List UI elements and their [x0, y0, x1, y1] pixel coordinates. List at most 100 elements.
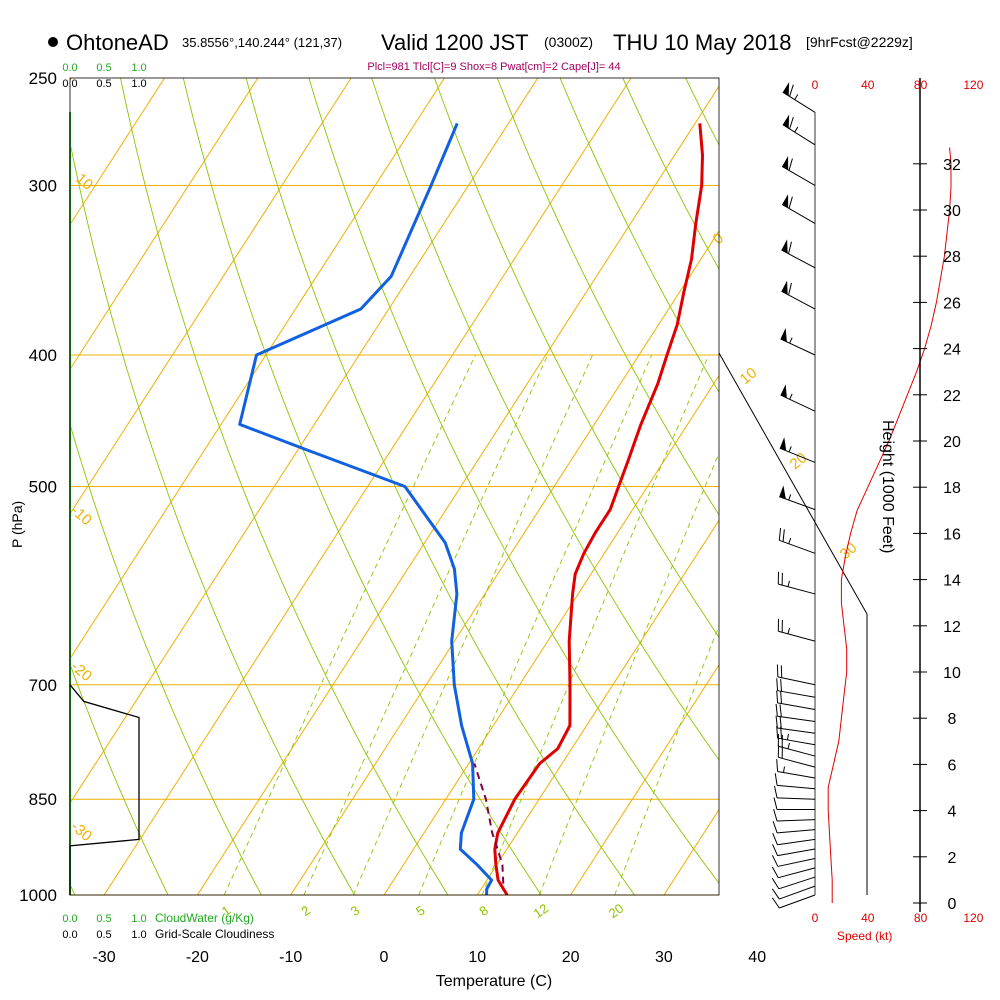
mixing-ratio-labels: 1 2 3 5 8 12 20	[219, 900, 627, 921]
cloudiness-bot-2: 1.0	[131, 929, 146, 941]
barb-staff	[777, 797, 816, 800]
barb-pennant	[780, 384, 787, 399]
wind-barb-6	[772, 833, 816, 846]
isotherm--50	[70, 78, 445, 660]
cloudiness-top-0: 0.0	[62, 78, 77, 90]
mixing-ratio-label-20: 20	[606, 900, 626, 921]
height-label-30: 30	[943, 203, 961, 220]
mixing-ratio-label-3: 3	[348, 903, 363, 919]
barb-staff	[777, 702, 816, 711]
barb-flag	[776, 690, 779, 703]
cloudiness-top-2: 1.0	[131, 78, 146, 90]
speed-top-40: 40	[861, 78, 875, 92]
barb-flag	[771, 897, 780, 909]
barb-half-flag	[788, 537, 792, 544]
barb-half-flag	[787, 742, 790, 749]
barb-staff	[777, 838, 816, 846]
height-label-10: 10	[943, 665, 961, 682]
barb-staff	[778, 630, 816, 642]
dry-adiabat-340	[496, 78, 719, 516]
height-label-12: 12	[943, 619, 961, 636]
plot-frame	[69, 77, 720, 896]
pressure-label-700: 700	[29, 676, 57, 695]
speed-bot-0: 0	[812, 911, 819, 925]
barb-flag	[776, 759, 779, 772]
height-label-26: 26	[943, 295, 961, 312]
dry-adiabat-lines	[70, 78, 719, 895]
cloudiness-scale-bottom: 0.0 0.5 1.0	[62, 929, 146, 941]
speed-bot-40: 40	[861, 911, 875, 925]
isotherm-40	[757, 78, 1000, 895]
wind-barb-9	[773, 797, 815, 811]
height-label-0: 0	[948, 896, 957, 913]
isotherm--30	[103, 78, 632, 895]
barb-staff	[778, 867, 816, 879]
wind-barb-18	[776, 690, 816, 711]
surface-temperature-marker	[503, 901, 511, 909]
barb-flag	[775, 703, 778, 717]
barb-pennant	[782, 114, 790, 129]
speed-bot-80: 80	[914, 911, 928, 925]
cloudiness-profile	[69, 684, 140, 895]
temp-tick--30: -30	[93, 949, 116, 966]
barb-flag	[782, 529, 785, 542]
barb-half-flag	[789, 393, 793, 400]
temp-tick-0: 0	[380, 949, 389, 966]
barb-flag	[788, 241, 792, 254]
barb-flag	[789, 84, 794, 97]
barb-flag	[772, 821, 778, 834]
wind-barbs	[771, 82, 816, 909]
barb-flag	[771, 878, 780, 890]
wind-barb-14	[777, 733, 816, 757]
wind-barb-1	[771, 885, 816, 900]
barb-pennant	[782, 82, 790, 96]
cloudiness-line	[69, 684, 140, 895]
barb-staff	[777, 690, 816, 698]
cloudiness-bot-1: 0.5	[96, 929, 111, 941]
barb-staff	[780, 338, 816, 356]
mixing-ratio-3	[352, 354, 594, 895]
mixing-ratio-2	[303, 354, 549, 895]
height-label-28: 28	[943, 249, 961, 266]
height-label-8: 8	[948, 711, 957, 728]
mixing-ratio-lines	[223, 354, 719, 895]
mixing-ratio-label-8: 8	[476, 903, 491, 919]
cloudwater-top-1: 0.5	[96, 62, 111, 74]
isotherm--10	[290, 230, 719, 895]
isotherm-label-5: 10	[737, 364, 761, 388]
barb-half-flag	[789, 337, 793, 344]
wind-barb-4	[771, 855, 816, 867]
wind-barb-10	[773, 785, 816, 800]
pressure-label-850: 850	[29, 790, 57, 809]
wind-barb-16	[775, 715, 816, 734]
cloudwater-scale-bottom: 0.0 0.5 1.0	[62, 913, 146, 925]
wind-barb-12	[776, 759, 816, 779]
dry-adiabat-260	[70, 422, 262, 895]
pressure-label-300: 300	[29, 176, 57, 195]
barb-flag	[771, 866, 779, 878]
cloudwater-bot-1: 0.5	[96, 913, 111, 925]
wind-barb-5	[772, 844, 816, 857]
barb-flag	[776, 678, 779, 691]
sounding-indices: Plcl=981 Tlcl[C]=9 Shox=8 Pwat[cm]=2 Cap…	[367, 61, 620, 73]
wind-barb-28	[781, 280, 816, 310]
cloudwater-bot-2: 1.0	[131, 913, 146, 925]
barb-staff	[777, 858, 816, 867]
height-label-2: 2	[948, 850, 957, 867]
temp-tick--20: -20	[186, 949, 209, 966]
wind-barb-22	[777, 571, 816, 595]
barb-flag	[788, 282, 792, 296]
barb-staff	[777, 737, 816, 746]
wind-barb-25	[779, 437, 816, 463]
cloudwater-top-0: 0.0	[62, 62, 77, 74]
barb-flag	[776, 725, 779, 739]
mixing-ratio-8	[481, 354, 710, 895]
mixing-ratio-20	[614, 624, 719, 895]
sounding-profiles	[238, 122, 704, 909]
barb-staff	[777, 848, 816, 857]
height-label-32: 32	[943, 157, 961, 174]
cloudwater-top-2: 1.0	[131, 62, 146, 74]
barb-staff	[777, 676, 816, 686]
barb-staff	[777, 784, 816, 790]
mixing-ratio-label-12: 12	[531, 900, 551, 921]
